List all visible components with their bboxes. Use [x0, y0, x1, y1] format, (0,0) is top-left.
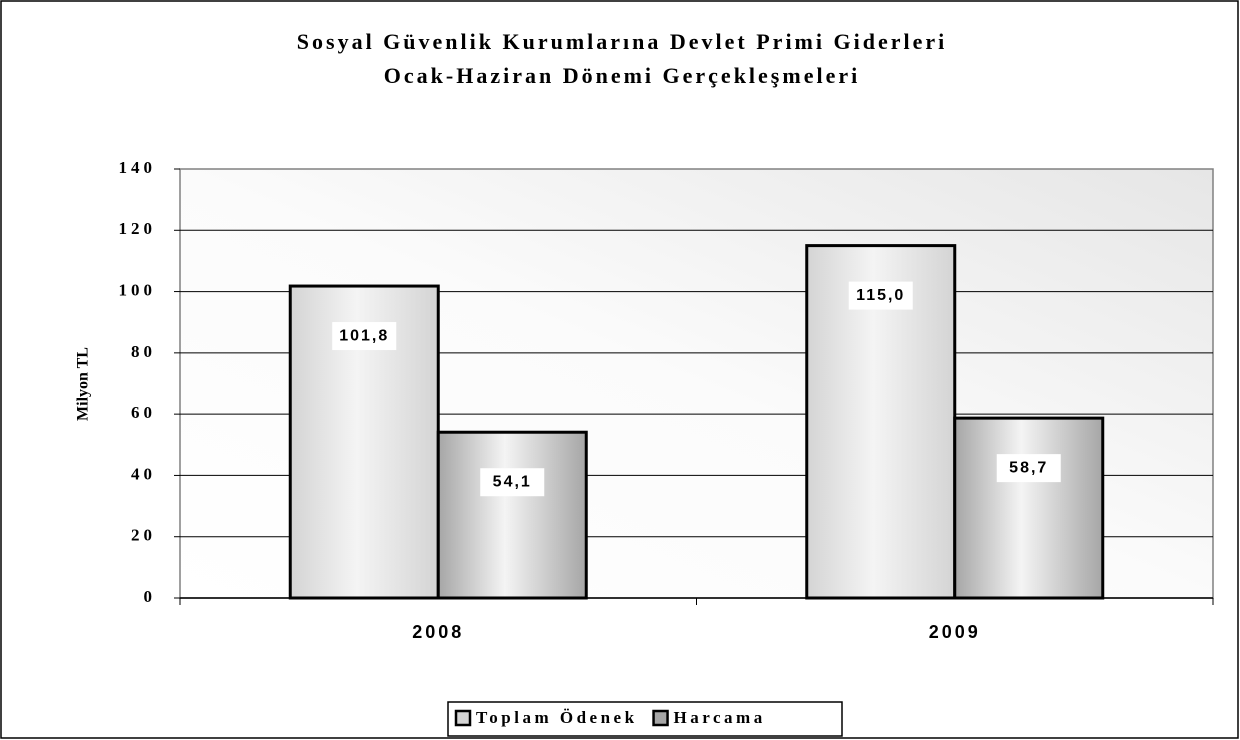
y-axis-label: Milyon TL	[75, 347, 92, 421]
bar	[436, 430, 588, 600]
y-tick-label: 120	[119, 219, 157, 238]
y-tick-label: 100	[119, 280, 157, 299]
y-tick-label: 80	[131, 342, 156, 361]
legend-label: Toplam Ödenek	[476, 708, 638, 727]
y-tick-label: 0	[144, 587, 157, 606]
legend	[447, 701, 843, 737]
chart-title: Sosyal Güvenlik Kurumlarına Devlet Primi…	[297, 29, 947, 54]
legend-swatch	[652, 709, 669, 727]
bar	[953, 416, 1105, 600]
x-tick-label: 2009	[929, 622, 981, 642]
data-label-box	[480, 468, 545, 497]
data-label: 101,8	[339, 327, 389, 344]
y-tick-label: 40	[131, 464, 156, 483]
y-tick-label: 60	[131, 403, 156, 422]
data-label: 115,0	[856, 287, 905, 304]
y-tick-label: 140	[119, 158, 157, 177]
data-label: 54,1	[493, 473, 532, 490]
legend-label: Harcama	[674, 708, 766, 727]
data-label-box	[996, 454, 1061, 483]
y-tick-label: 20	[131, 526, 156, 545]
x-tick-label: 2008	[412, 622, 464, 642]
data-label: 58,7	[1009, 459, 1048, 476]
legend-swatch	[454, 709, 472, 727]
data-label-box	[332, 322, 397, 351]
data-label-box	[848, 281, 913, 310]
chart-subtitle: Ocak-Haziran Dönemi Gerçekleşmeleri	[384, 63, 860, 88]
